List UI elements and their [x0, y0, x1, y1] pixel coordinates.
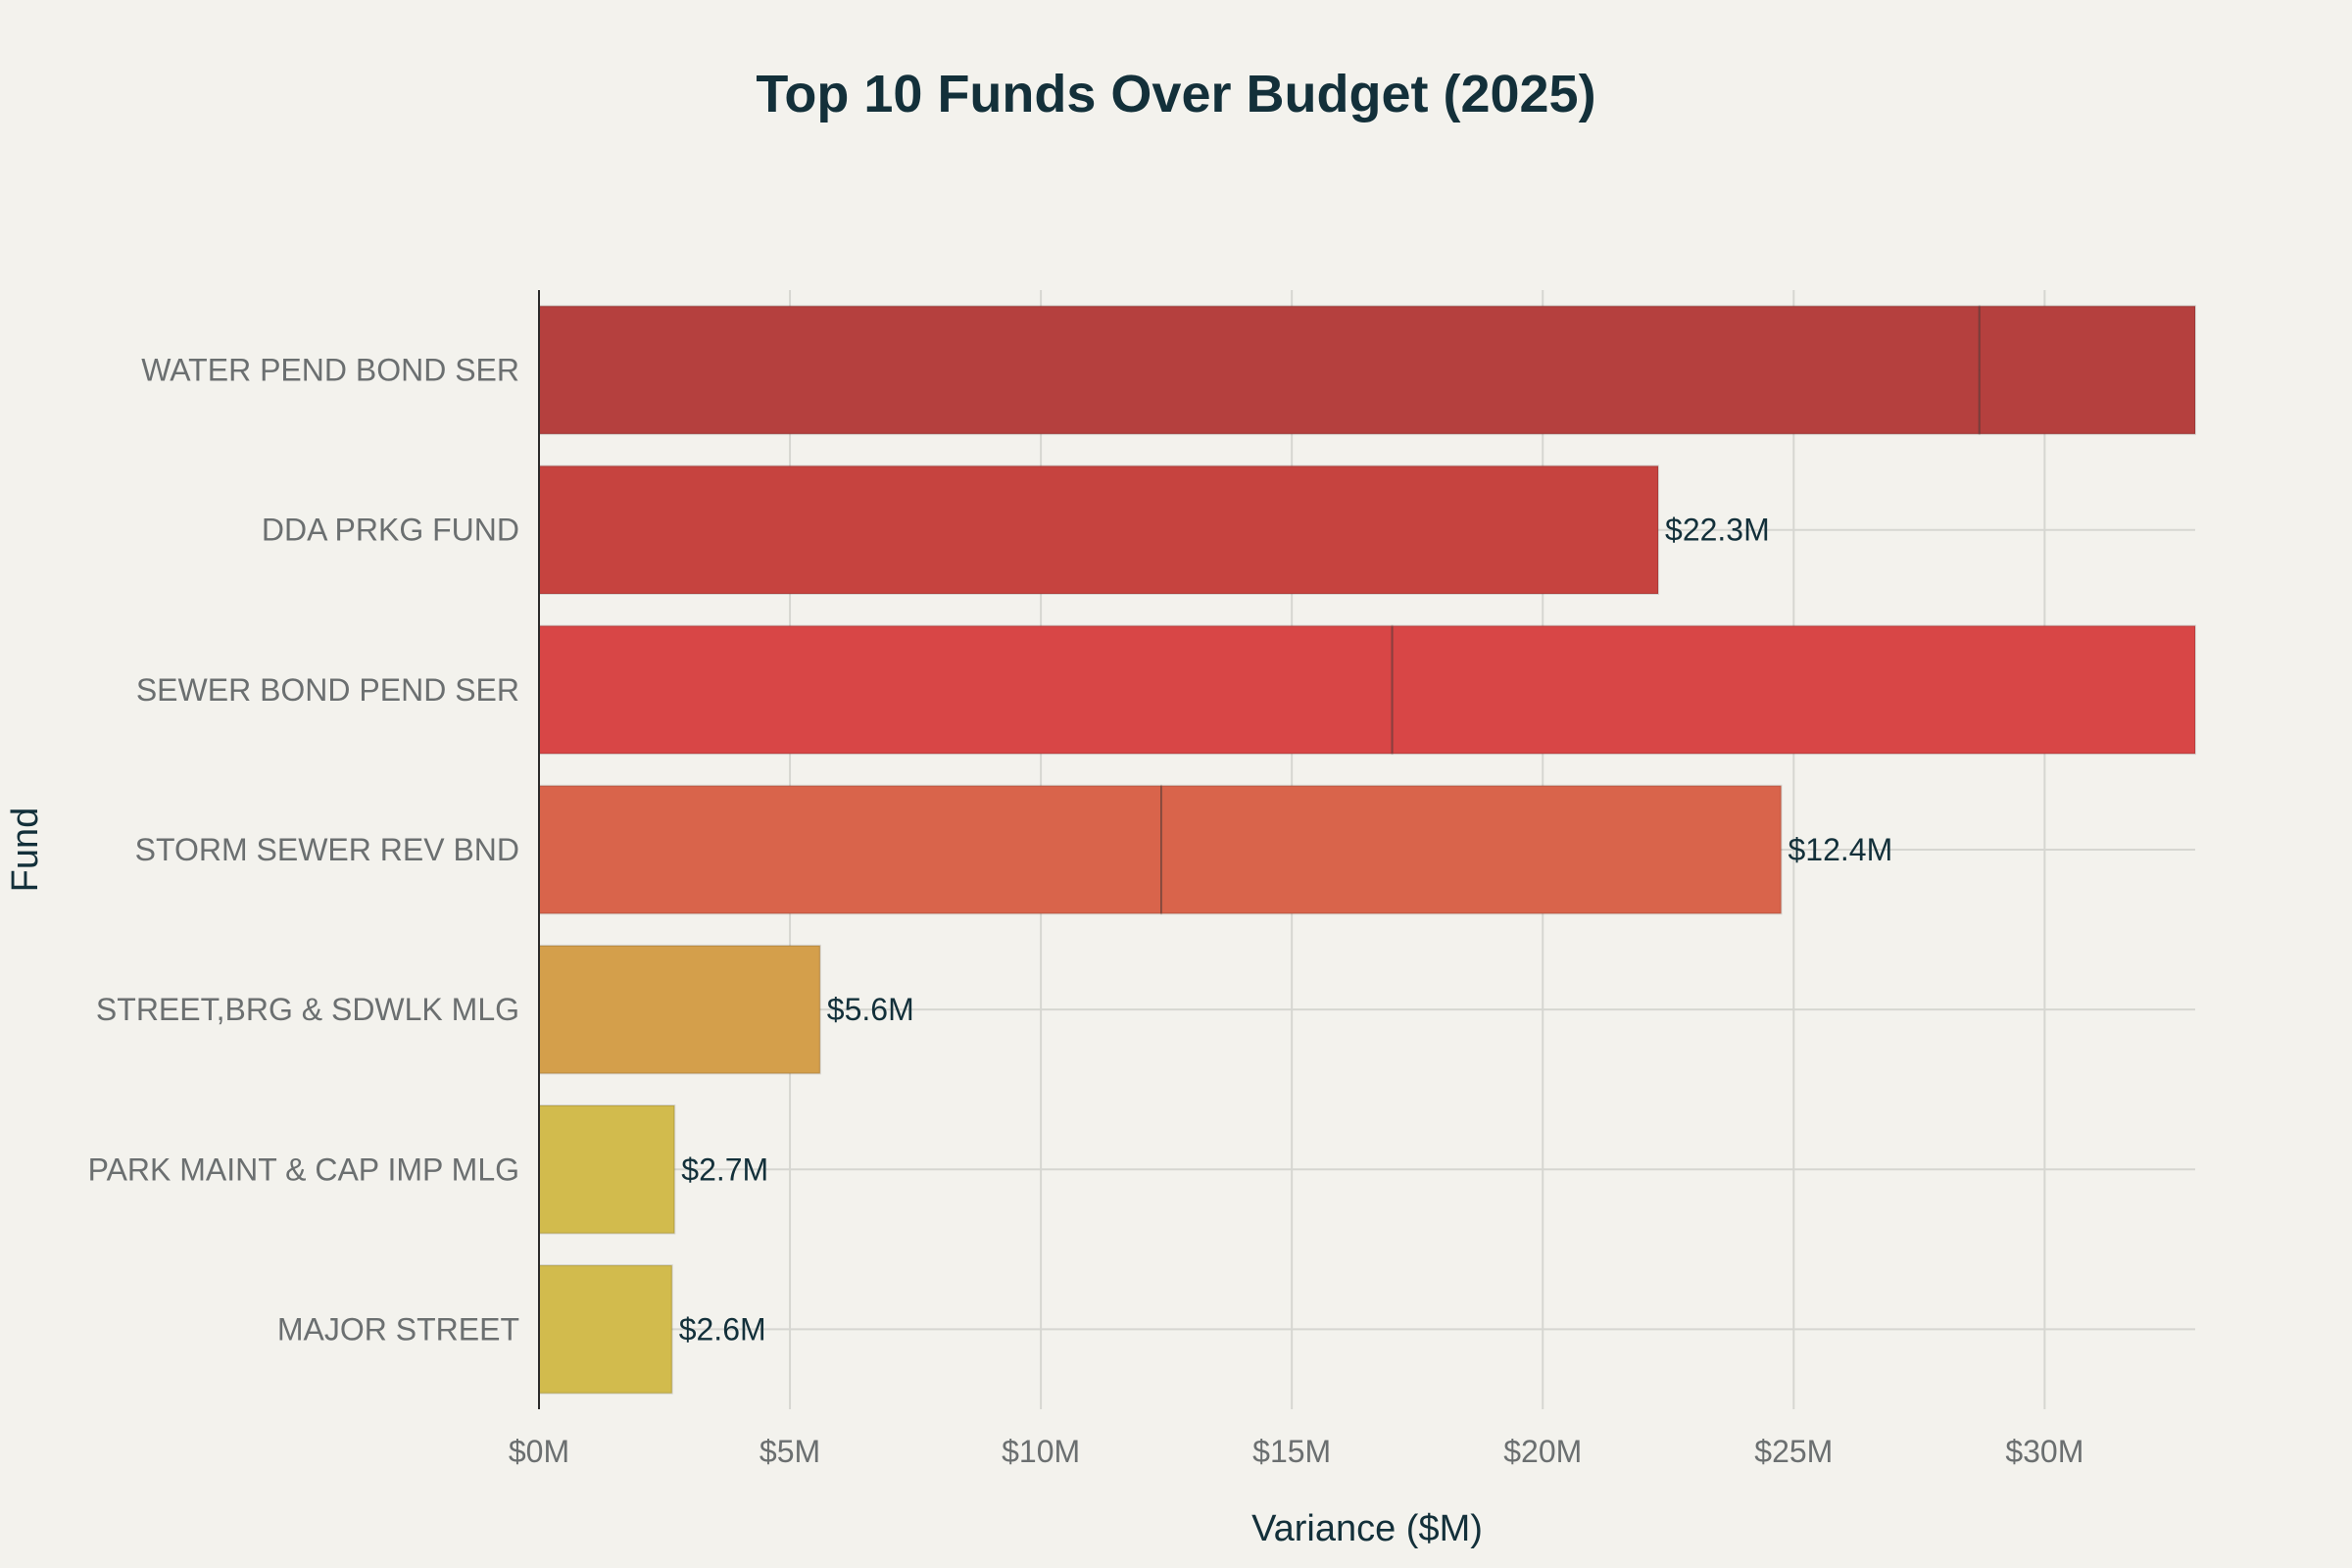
bar-data-label: $2.7M	[681, 1152, 768, 1187]
bar-segment	[1978, 305, 2196, 435]
bar-segment	[538, 1264, 673, 1395]
bar-data-label: $12.4M	[1788, 832, 1893, 867]
x-tick-label: $15M	[1252, 1434, 1331, 1469]
y-tick-label: WATER PEND BOND SER	[141, 353, 519, 388]
bar-data-label: $5.6M	[827, 992, 914, 1027]
bar-segment	[538, 624, 1394, 756]
x-axis-title: Variance ($M)	[1251, 1508, 1483, 1549]
chart-title: Top 10 Funds Over Budget (2025)	[756, 65, 1595, 123]
y-tick-label: STORM SEWER REV BND	[135, 832, 519, 867]
y-tick-label: SEWER BOND PEND SER	[136, 672, 519, 708]
label-layer: $0M $5M $10M $15M $20M $25M $30M WATER PEND BON…	[88, 353, 2084, 1469]
y-axis-title: Fund	[5, 808, 46, 893]
bar-layer	[538, 305, 2196, 1395]
x-tick-label: $25M	[1754, 1434, 1833, 1469]
y-tick-label: DDA PRKG FUND	[262, 513, 519, 548]
bar-segment	[1160, 784, 1783, 915]
x-tick-label: $10M	[1002, 1434, 1080, 1469]
x-tick-label: $5M	[760, 1434, 820, 1469]
bar-segment	[538, 944, 821, 1075]
bar-segment	[538, 1104, 676, 1235]
bar-segment	[538, 784, 1163, 915]
bar-segment	[1391, 624, 2196, 756]
bar-data-label: $22.3M	[1665, 513, 1770, 548]
bar-data-label: $2.6M	[679, 1311, 766, 1347]
y-tick-label: MAJOR STREET	[277, 1311, 519, 1347]
x-tick-label: $20M	[1503, 1434, 1582, 1469]
x-tick-label: $30M	[2005, 1434, 2083, 1469]
bar-segment	[538, 465, 1660, 595]
y-tick-label: PARK MAINT & CAP IMP MLG	[88, 1152, 519, 1187]
x-tick-label: $0M	[509, 1434, 569, 1469]
y-tick-label: STREET,BRG & SDWLK MLG	[96, 992, 519, 1027]
bar-segment	[538, 305, 1981, 435]
